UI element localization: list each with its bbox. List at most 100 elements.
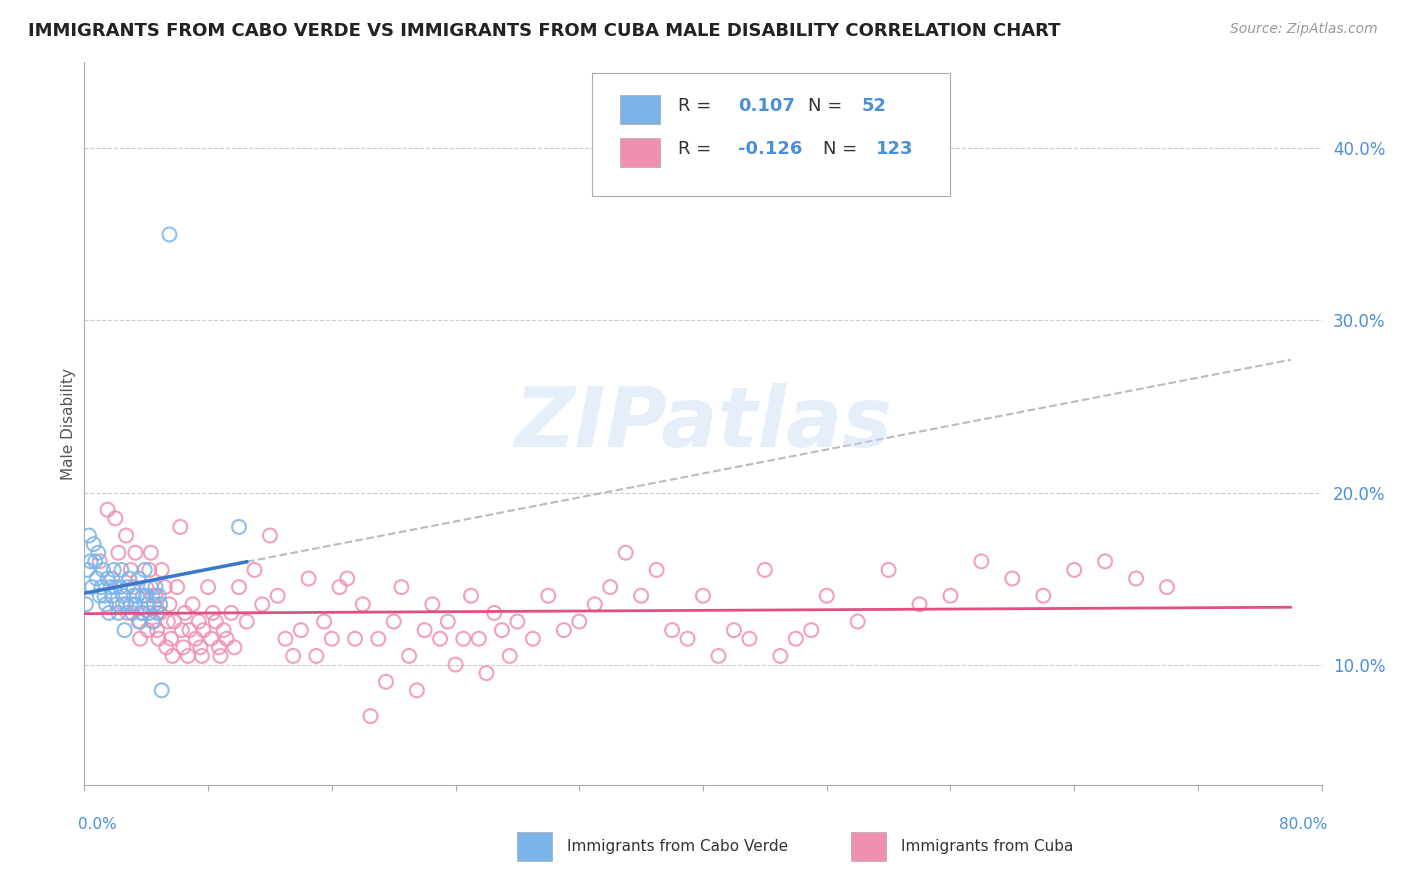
Point xyxy=(145,589,167,603)
Point xyxy=(118,572,141,586)
Point xyxy=(127,572,149,586)
Point xyxy=(104,511,127,525)
Point xyxy=(187,615,209,629)
Point xyxy=(110,563,132,577)
FancyBboxPatch shape xyxy=(620,138,659,167)
Point xyxy=(197,580,219,594)
Point xyxy=(290,623,312,637)
Text: 52: 52 xyxy=(862,97,886,115)
Point xyxy=(122,589,145,603)
Point xyxy=(522,632,544,646)
Point xyxy=(174,606,197,620)
Point xyxy=(181,598,204,612)
Point xyxy=(413,623,436,637)
Point xyxy=(754,563,776,577)
Point xyxy=(475,666,498,681)
Point xyxy=(90,580,112,594)
Point xyxy=(235,615,259,629)
Point xyxy=(135,589,157,603)
Point xyxy=(707,648,730,663)
Point xyxy=(970,554,993,568)
Y-axis label: Male Disability: Male Disability xyxy=(60,368,76,480)
Point xyxy=(159,598,180,612)
Point xyxy=(107,546,129,560)
Point xyxy=(453,632,475,646)
Point xyxy=(398,648,420,663)
Point xyxy=(149,606,172,620)
Point xyxy=(908,598,931,612)
Point xyxy=(583,598,606,612)
Point xyxy=(382,615,405,629)
Point xyxy=(120,563,142,577)
Point xyxy=(125,589,148,603)
Point xyxy=(352,598,374,612)
Point xyxy=(127,615,149,629)
Point xyxy=(169,520,191,534)
Point xyxy=(692,589,714,603)
Point xyxy=(170,623,193,637)
Point xyxy=(150,563,173,577)
Point xyxy=(153,580,176,594)
Point xyxy=(193,623,215,637)
Text: 0.0%: 0.0% xyxy=(79,817,117,832)
Point xyxy=(614,546,637,560)
Point xyxy=(129,615,152,629)
Point xyxy=(877,563,900,577)
Point xyxy=(117,580,139,594)
Point xyxy=(132,606,155,620)
Point xyxy=(460,589,482,603)
Point xyxy=(86,572,108,586)
Point xyxy=(201,606,224,620)
Point xyxy=(166,580,188,594)
Point xyxy=(785,632,807,646)
Point xyxy=(738,632,761,646)
Point xyxy=(135,580,157,594)
Point xyxy=(138,563,160,577)
Point xyxy=(328,580,352,594)
Point xyxy=(205,615,228,629)
Point xyxy=(281,648,305,663)
Point xyxy=(179,623,201,637)
Point xyxy=(676,632,699,646)
Point xyxy=(96,502,118,516)
Point xyxy=(846,615,869,629)
Text: IMMIGRANTS FROM CABO VERDE VS IMMIGRANTS FROM CUBA MALE DISABILITY CORRELATION C: IMMIGRANTS FROM CABO VERDE VS IMMIGRANTS… xyxy=(28,22,1060,40)
Text: -0.126: -0.126 xyxy=(738,140,801,158)
Point xyxy=(108,580,131,594)
Point xyxy=(89,589,111,603)
Point xyxy=(129,632,152,646)
Point xyxy=(219,606,242,620)
Point xyxy=(124,598,146,612)
FancyBboxPatch shape xyxy=(517,832,553,861)
Point xyxy=(94,598,117,612)
Point xyxy=(367,632,389,646)
Point xyxy=(312,615,335,629)
Point xyxy=(209,648,232,663)
Point xyxy=(82,580,104,594)
Point xyxy=(112,589,135,603)
Point xyxy=(250,598,273,612)
Point xyxy=(84,554,107,568)
Point xyxy=(1032,589,1054,603)
Point xyxy=(134,563,156,577)
Point xyxy=(76,563,98,577)
Point xyxy=(429,632,451,646)
Point xyxy=(115,528,138,542)
Point xyxy=(114,623,136,637)
FancyBboxPatch shape xyxy=(852,832,886,861)
Text: N =: N = xyxy=(823,140,863,158)
Point xyxy=(138,606,160,620)
Point xyxy=(148,589,170,603)
Point xyxy=(155,640,177,655)
Point xyxy=(200,632,222,646)
Point xyxy=(815,589,838,603)
Point xyxy=(148,632,170,646)
Point xyxy=(630,589,652,603)
FancyBboxPatch shape xyxy=(620,95,659,124)
Point xyxy=(374,674,398,689)
Point xyxy=(321,632,343,646)
Point xyxy=(267,589,290,603)
Point xyxy=(120,598,142,612)
Text: R =: R = xyxy=(678,140,717,158)
Point xyxy=(939,589,962,603)
